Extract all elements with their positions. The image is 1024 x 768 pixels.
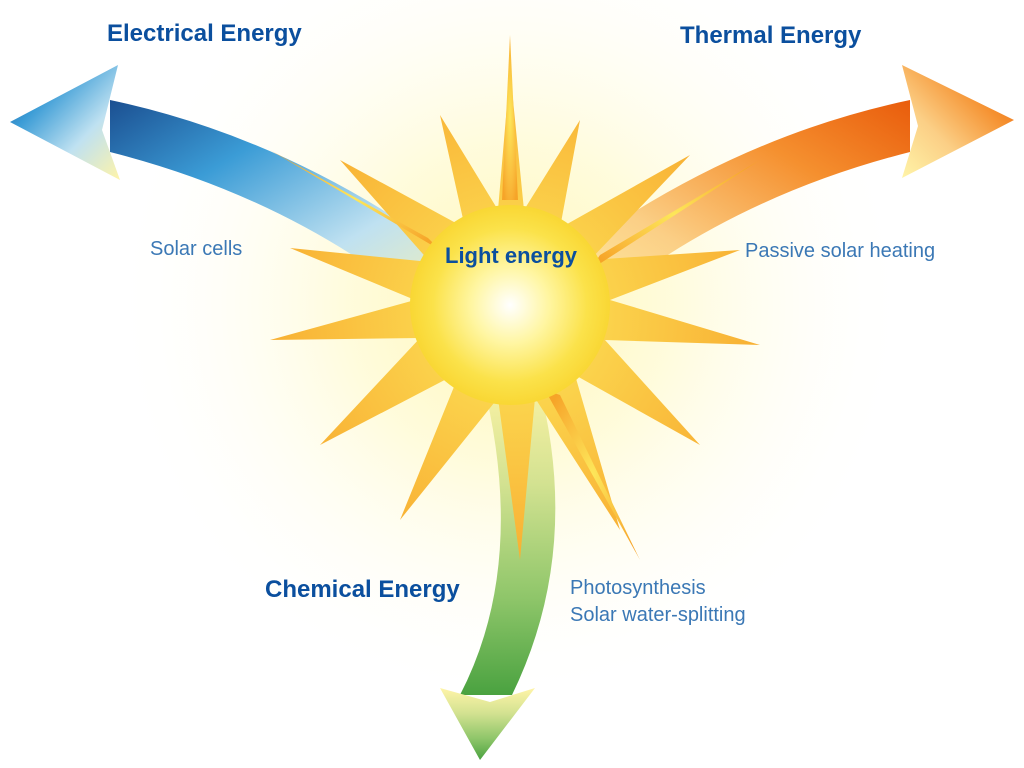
chemical-sub-line1: Photosynthesis <box>570 575 746 602</box>
electrical-energy-subtitle: Solar cells <box>150 238 242 261</box>
diagram-svg <box>0 0 1024 768</box>
chemical-sub-line2: Solar water-splitting <box>570 602 746 629</box>
thermal-energy-subtitle: Passive solar heating <box>745 240 935 263</box>
electrical-energy-title: Electrical Energy <box>107 20 302 48</box>
light-energy-label: Light energy <box>445 243 577 269</box>
thermal-energy-title: Thermal Energy <box>680 22 861 50</box>
chemical-energy-subtitle: Photosynthesis Solar water-splitting <box>570 575 746 629</box>
energy-diagram: Electrical Energy Solar cells Thermal En… <box>0 0 1024 768</box>
chemical-energy-title: Chemical Energy <box>265 576 460 604</box>
